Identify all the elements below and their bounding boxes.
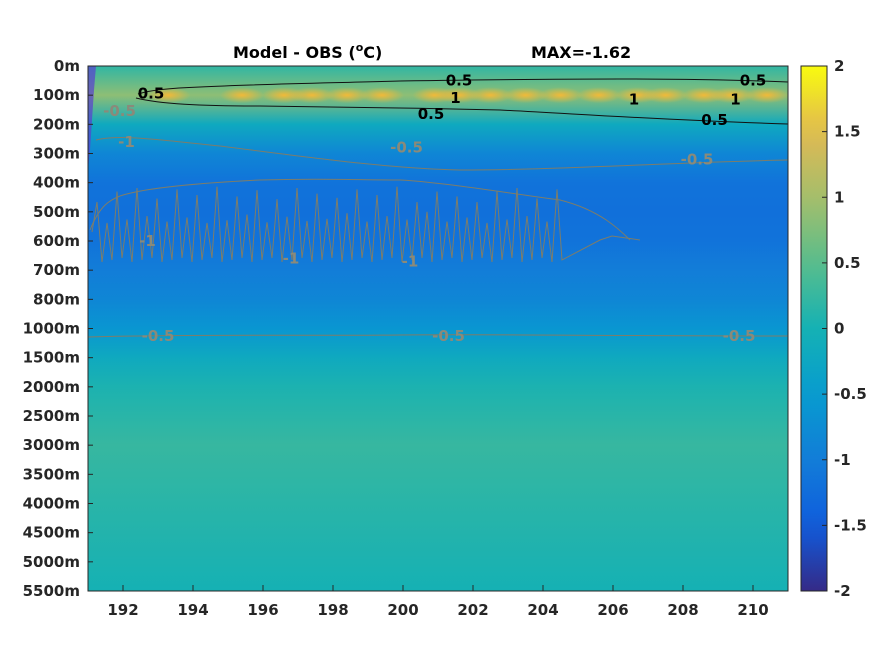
y-tick-label: 800m	[33, 290, 80, 308]
warm-hotspot	[577, 87, 621, 104]
contour-line-neg0.5-upper	[95, 137, 788, 171]
x-tick-label: 196	[247, 601, 278, 619]
x-tick-label: 194	[177, 601, 208, 619]
y-tick-label: 5000m	[23, 553, 80, 571]
colorbar-tick-label: -2	[834, 582, 851, 600]
y-tick-label: 600m	[33, 232, 80, 250]
warm-hotspot	[220, 87, 264, 104]
y-tick-label: 3500m	[23, 465, 80, 483]
contour-label: -0.5	[723, 327, 756, 345]
heatmap-plot: 0.50.5 0.51 1 10.5 0.5-0.5-1 -0.5-0.5-1-1 -1-0…	[88, 66, 788, 591]
y-tick-label: 3000m	[23, 436, 80, 454]
contour-line-0.5-lower	[135, 97, 788, 125]
contour-label: 1	[730, 91, 740, 109]
y-tick-label: 2500m	[23, 407, 80, 425]
contour-label: -0.5	[432, 327, 465, 345]
heatmap-background	[88, 66, 788, 591]
warm-hotspot	[503, 87, 548, 104]
x-tick-label: 206	[597, 601, 628, 619]
contour-label: 1	[450, 89, 460, 107]
contour-line-neg1-upper	[89, 178, 631, 241]
x-tick-label: 192	[107, 601, 138, 619]
y-tick-label: 5500m	[23, 582, 80, 600]
x-tick-label: 204	[527, 601, 558, 619]
y-tick-label: 700m	[33, 261, 80, 279]
colorbar-tick-label: 0	[834, 320, 844, 338]
colorbar-tick-label: 0.5	[834, 254, 861, 272]
contour-label: -0.5	[681, 150, 714, 168]
contour-label: 0.5	[740, 72, 767, 90]
contour-line-neg0.5-deep	[88, 334, 788, 338]
y-tick-label: 100m	[33, 86, 80, 104]
y-tick-label: 300m	[33, 145, 80, 163]
x-tick-label: 202	[457, 601, 488, 619]
contour-line-0.5-upper	[137, 78, 788, 95]
colorbar-tick-label: 1	[834, 188, 844, 206]
contour-labels: 0.50.5 0.51 1 10.5 0.5-0.5-1 -0.5-0.5-1-1 -1-0…	[103, 72, 766, 345]
contour-label: -1	[118, 133, 135, 151]
x-tick-label: 210	[737, 601, 768, 619]
max-label: MAX=-1.62	[531, 43, 631, 62]
contour-label: 0.5	[446, 72, 473, 90]
contour-label: -1	[402, 252, 419, 270]
y-tick-label: 4500m	[23, 524, 80, 542]
chart-title: Model - OBS (oC)	[233, 41, 382, 62]
contour-line-neg1-lower	[91, 186, 641, 263]
contour-label: 0.5	[701, 111, 728, 129]
warm-hotspot	[538, 87, 583, 104]
contour-label: -1	[139, 232, 156, 250]
contour-label: 0.5	[138, 85, 165, 103]
warm-core-band	[146, 87, 788, 104]
y-tick-label: 400m	[33, 174, 80, 192]
y-tick-label: 200m	[33, 115, 80, 133]
warm-hotspot	[290, 87, 334, 104]
contour-label: -0.5	[103, 102, 136, 120]
contour-label: -0.5	[142, 327, 175, 345]
warm-hotspot	[468, 87, 513, 104]
contour-label: 1	[629, 91, 639, 109]
contour-label: -0.5	[390, 139, 423, 157]
warm-hotspot	[146, 87, 191, 104]
x-tick-label: 198	[317, 601, 348, 619]
colorbar-axis: 2 1.5 1 0.5 0 -0.5 -1 -1.5 -2	[822, 57, 867, 600]
left-edge-anomaly	[88, 66, 96, 170]
contour-label: 0.5	[418, 105, 445, 123]
warm-hotspot	[325, 87, 369, 104]
y-tick-label: 2000m	[23, 378, 80, 396]
colorbar-tick-label: 2	[834, 57, 844, 75]
warm-hotspot	[710, 87, 754, 104]
x-axis: 192 194 196 198 200 202 204 206 208 210	[107, 585, 769, 619]
y-tick-label: 1500m	[23, 349, 80, 367]
colorbar-tick-label: -1.5	[834, 516, 867, 534]
y-tick-label: 4000m	[23, 495, 80, 513]
warm-hotspot	[437, 87, 481, 104]
y-tick-label: 0m	[54, 57, 80, 75]
warm-hotspot	[745, 87, 788, 104]
warm-hotspot	[360, 87, 404, 104]
colorbar-tick-label: 1.5	[834, 123, 861, 141]
contour-label: -1	[283, 250, 300, 268]
warm-hotspot	[643, 87, 688, 104]
colorbar-tick-label: -0.5	[834, 385, 867, 403]
colorbar-tick-label: -1	[834, 451, 851, 469]
y-tick-label: 500m	[33, 203, 80, 221]
x-tick-label: 208	[667, 601, 698, 619]
y-tick-label: 1000m	[23, 320, 80, 338]
x-tick-label: 200	[387, 601, 418, 619]
y-axis: 0m 100m 200m 300m 400m 500m 600m 700m 800m 1000m 1…	[23, 57, 93, 600]
